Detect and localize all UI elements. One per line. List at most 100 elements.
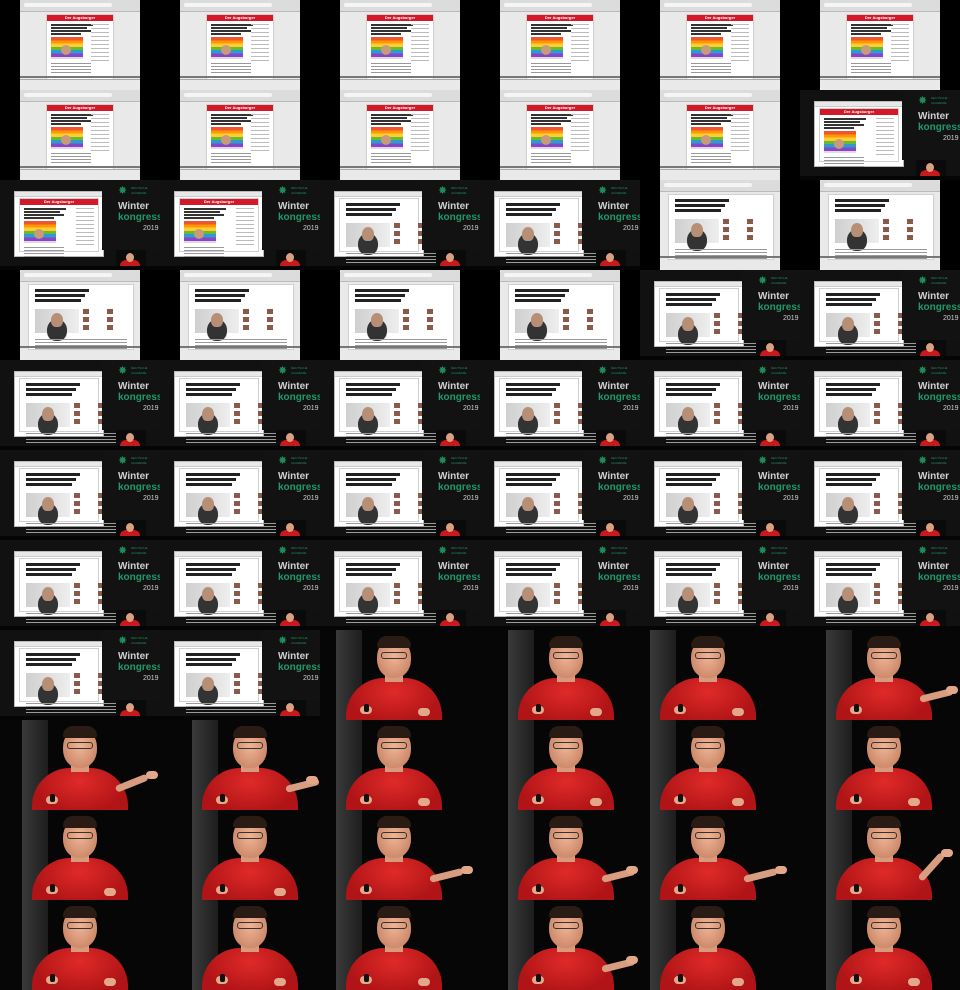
browser-toolbar (500, 0, 620, 12)
speaker-inset-body (120, 530, 140, 540)
article-page (508, 284, 614, 350)
presentation-screen-toolbar (15, 642, 103, 647)
body-text-line (211, 72, 251, 73)
mosaic-tile-slide-article: ✸ DEUTSCHE AKADEMIE Winter kongress 2019 (480, 180, 640, 270)
article-photo (826, 493, 870, 517)
conference-title-kongress: kongress (118, 212, 160, 223)
presentation-remote-icon (854, 974, 859, 982)
article-headline-line (666, 388, 716, 391)
conference-title-winter: Winter (438, 381, 470, 392)
article-photo (666, 403, 710, 427)
conference-title-kongress: kongress (758, 572, 800, 583)
conference-year: 2019 (143, 405, 159, 412)
article-photo (826, 313, 870, 337)
conference-year: 2019 (783, 585, 799, 592)
headline-line (531, 33, 561, 35)
conference-title-kongress: kongress (278, 482, 320, 493)
body-text-line (184, 253, 224, 254)
conference-branding: ✸ DEUTSCHE AKADEMIE Winter kongress 2019 (262, 630, 320, 700)
headline-line (51, 30, 91, 32)
related-thumbnails (714, 493, 760, 517)
article-page (819, 288, 918, 353)
article-headline-line (26, 568, 76, 571)
article-headline-line (186, 478, 236, 481)
browser-window: Der Augsburger (820, 0, 940, 90)
presentation-screen (494, 191, 598, 263)
conference-year: 2019 (943, 585, 959, 592)
news-masthead: Der Augsburger (180, 199, 258, 205)
conference-title-winter: Winter (598, 471, 630, 482)
stage-floor (0, 716, 160, 720)
article-page (828, 194, 934, 260)
article-headline-line (26, 388, 76, 391)
article-image-face (381, 135, 391, 145)
speaker-inset-body (280, 440, 300, 450)
article-headline-line (666, 478, 716, 481)
stage-floor (160, 266, 320, 270)
body-text-line (51, 69, 91, 70)
presentation-remote-icon (678, 794, 683, 802)
stage-floor (800, 536, 960, 540)
browser-window: Der Augsburger (500, 90, 620, 180)
news-masthead: Der Augsburger (367, 105, 433, 111)
conference-year: 2019 (943, 405, 959, 412)
article-photo (35, 309, 79, 333)
conference-branding: ✸ DEUTSCHE AKADEMIE Winter kongress 2019 (582, 360, 640, 430)
speaker-inset-body (600, 530, 620, 540)
article-image-face (834, 139, 844, 149)
headline-line (211, 117, 247, 119)
news-page: Der Augsburger (179, 198, 259, 257)
presentation-screen: Der Augsburger (814, 101, 904, 167)
speaker-inset-head (126, 253, 134, 262)
headline-line (824, 118, 866, 120)
conference-logo-text: DEUTSCHE AKADEMIE (611, 366, 628, 375)
headline-line (851, 30, 891, 32)
speaker-hair (377, 906, 411, 918)
conference-logo-text: DEUTSCHE AKADEMIE (131, 456, 148, 465)
article-headline-line (355, 299, 401, 302)
body-text-line (51, 153, 91, 154)
presentation-screen (654, 371, 758, 443)
conference-title-winter: Winter (118, 561, 150, 572)
article-body-text (506, 523, 598, 533)
conference-title-winter: Winter (598, 561, 630, 572)
speaker-raised-arm (114, 773, 149, 793)
browser-taskbar-line (500, 79, 620, 80)
news-page: Der Augsburger (46, 14, 114, 80)
conference-branding: ✸ DEUTSCHE AKADEMIE Winter kongress 2019 (422, 540, 480, 610)
browser-taskbar-line (660, 169, 780, 170)
speaker-glasses (871, 832, 897, 839)
article-headline-line (346, 383, 400, 386)
speaker-glasses (553, 922, 579, 929)
presentation-screen-toolbar (655, 462, 743, 467)
article-page (19, 558, 118, 623)
conference-logo-text: DEUTSCHE AKADEMIE (611, 546, 628, 555)
speaker-hair (867, 816, 901, 828)
presentation-screen (814, 371, 918, 443)
conference-logo-icon: ✸ (598, 455, 608, 467)
related-thumbnails (563, 309, 609, 333)
stage-floor (640, 536, 800, 540)
related-thumbnails (714, 583, 760, 607)
presentation-screen-toolbar (15, 462, 103, 467)
speaker-inset-camera (116, 520, 146, 540)
sidebar-column (91, 114, 109, 154)
speaker-neck (241, 944, 259, 952)
article-photo (506, 223, 550, 247)
mosaic-tile-speaker (800, 720, 960, 810)
browser-toolbar (660, 0, 780, 12)
sidebar-column (411, 24, 429, 64)
article-headline-line (826, 478, 876, 481)
browser-statusbar (340, 76, 460, 78)
article-headline-line (26, 563, 80, 566)
stage-floor (640, 446, 800, 450)
mosaic-tile-slide-article: ✸ DEUTSCHE AKADEMIE Winter kongress 2019 (800, 270, 960, 360)
article-photo (835, 219, 879, 243)
speaker-neck (385, 854, 403, 862)
body-text-line (851, 69, 891, 70)
article-image-face (61, 45, 71, 55)
conference-branding: ✸ DEUTSCHE AKADEMIE Winter kongress 2019 (102, 450, 160, 520)
article-headline-line (186, 653, 240, 656)
conference-year: 2019 (623, 225, 639, 232)
article-photo (506, 493, 550, 517)
